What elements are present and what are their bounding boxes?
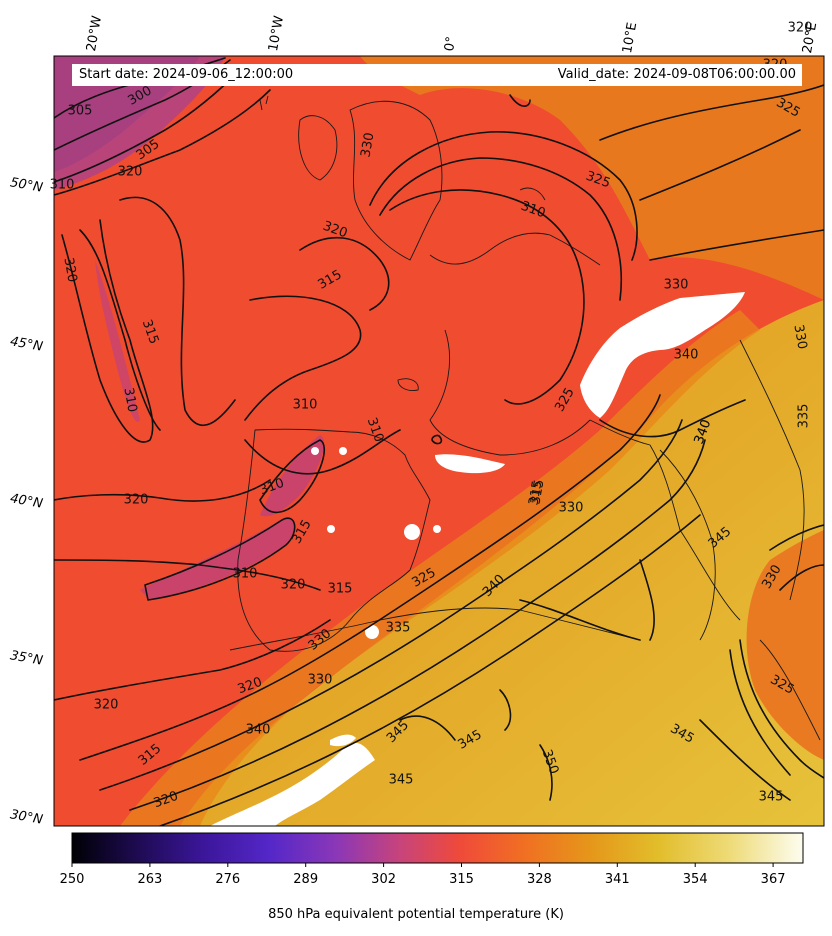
contour-label: 310 (293, 398, 318, 413)
contour-label: 320 (118, 165, 143, 180)
contour-label: 320 (94, 698, 119, 713)
contour-label: 320 (60, 256, 79, 283)
warm-orange-transition (120, 310, 760, 826)
contour-label: 330 (559, 501, 584, 516)
contour-label: 315 (528, 478, 547, 505)
contour-label: 320 (124, 493, 149, 508)
masked-areas (210, 292, 745, 826)
colorbar-tick-label: 354 (682, 872, 708, 887)
colorbar-tick-label: 276 (215, 872, 241, 887)
contour-label: 340 (674, 348, 699, 363)
valid-date: Valid_date: 2024-09-08T06:00:00.00 (557, 67, 796, 82)
start-date: Start date: 2024-09-06_12:00:00 (79, 67, 294, 82)
colorbar-ticks (71, 863, 774, 867)
colorbar-tick-label: 315 (449, 872, 474, 887)
lon-label-0: 0° (442, 35, 460, 53)
orange-pool-east (746, 530, 824, 760)
contour-lines (54, 57, 824, 826)
colorbar-tick-label: 367 (760, 872, 786, 887)
contour-label: 320 (788, 21, 813, 36)
cool-streak-atlantic (95, 260, 140, 422)
map-frame (53, 55, 825, 827)
contour-label: 335 (386, 621, 411, 636)
contour-label: 320 (281, 578, 306, 593)
contour-label: 305 (68, 104, 93, 119)
contour-label: 310 (233, 567, 258, 582)
colorbar-label: 850 hPa equivalent potential temperature… (268, 907, 564, 922)
contour-label: 315 (328, 582, 353, 597)
contour-label: 330 (308, 673, 333, 688)
colorbar (71, 832, 804, 864)
colorbar-tick-label: 341 (604, 872, 630, 887)
contour-label: 310 (120, 386, 139, 413)
warm-air-southeast (180, 300, 824, 826)
colorbar-tick-label: 302 (371, 872, 397, 887)
contour-label: 330 (664, 278, 689, 293)
colorbar-tick-label: 263 (137, 872, 163, 887)
contour-label: 345 (759, 790, 784, 805)
map-panel (54, 56, 824, 826)
contour-label: 330 (790, 323, 809, 350)
contour-label: 345 (389, 773, 414, 788)
colorbar-tick-label: 250 (59, 872, 85, 887)
contour-label: 310 (50, 178, 75, 193)
colorbar-tick-label: 289 (293, 872, 319, 887)
cool-streak-biscay (260, 435, 324, 517)
contour-label: 330 (358, 131, 377, 158)
cool-streak-iberia (140, 517, 295, 600)
contour-label: 315 (526, 479, 545, 506)
colorbar-tick-label: 328 (526, 872, 552, 887)
date-info-box: Start date: 2024-09-06_12:00:00 Valid_da… (72, 64, 802, 86)
contour-label: 335 (797, 404, 812, 429)
warm-band-north (360, 56, 824, 300)
contour-label: 340 (246, 723, 271, 738)
